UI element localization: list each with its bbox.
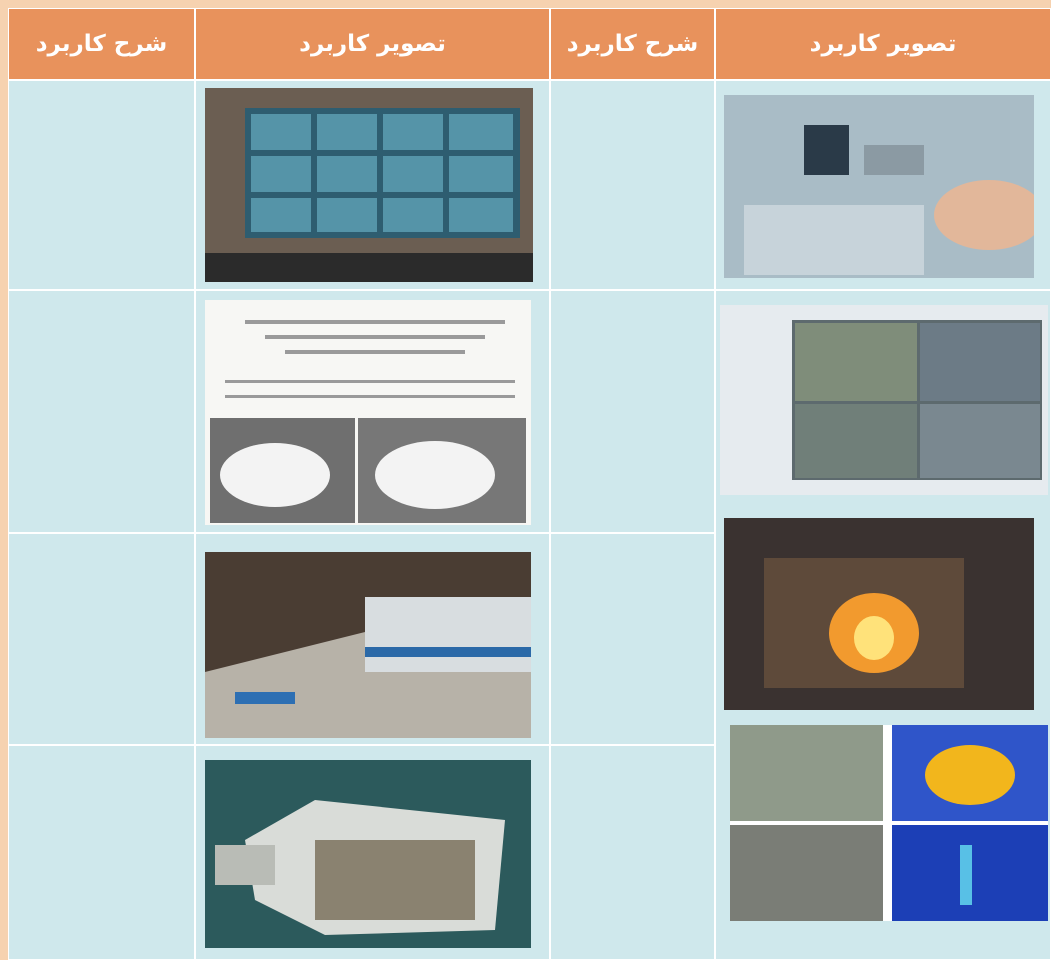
steel-furnace-photo xyxy=(724,518,1034,710)
atm-photo xyxy=(724,95,1034,278)
table-cell xyxy=(8,745,195,960)
table-cell xyxy=(550,533,715,745)
cctv-camera-illustration xyxy=(205,760,531,948)
metro-station-photo xyxy=(205,552,531,738)
traffic-control-room-photo xyxy=(205,88,533,282)
table-cell xyxy=(8,533,195,745)
thermal-imaging-photo xyxy=(730,725,1048,921)
table-cell xyxy=(550,80,715,290)
header-cell: تصویر کاربرد xyxy=(195,8,550,80)
parking-cctv-photo xyxy=(720,305,1048,495)
table-cell xyxy=(8,290,195,533)
header-cell: شرح کاربرد xyxy=(550,8,715,80)
header-cell: تصویر کاربرد xyxy=(715,8,1051,80)
header-cell: شرح کاربرد xyxy=(8,8,195,80)
speed-camera-report-photo xyxy=(205,300,531,525)
table-cell xyxy=(550,290,715,533)
table-cell xyxy=(550,745,715,960)
table-cell xyxy=(8,80,195,290)
